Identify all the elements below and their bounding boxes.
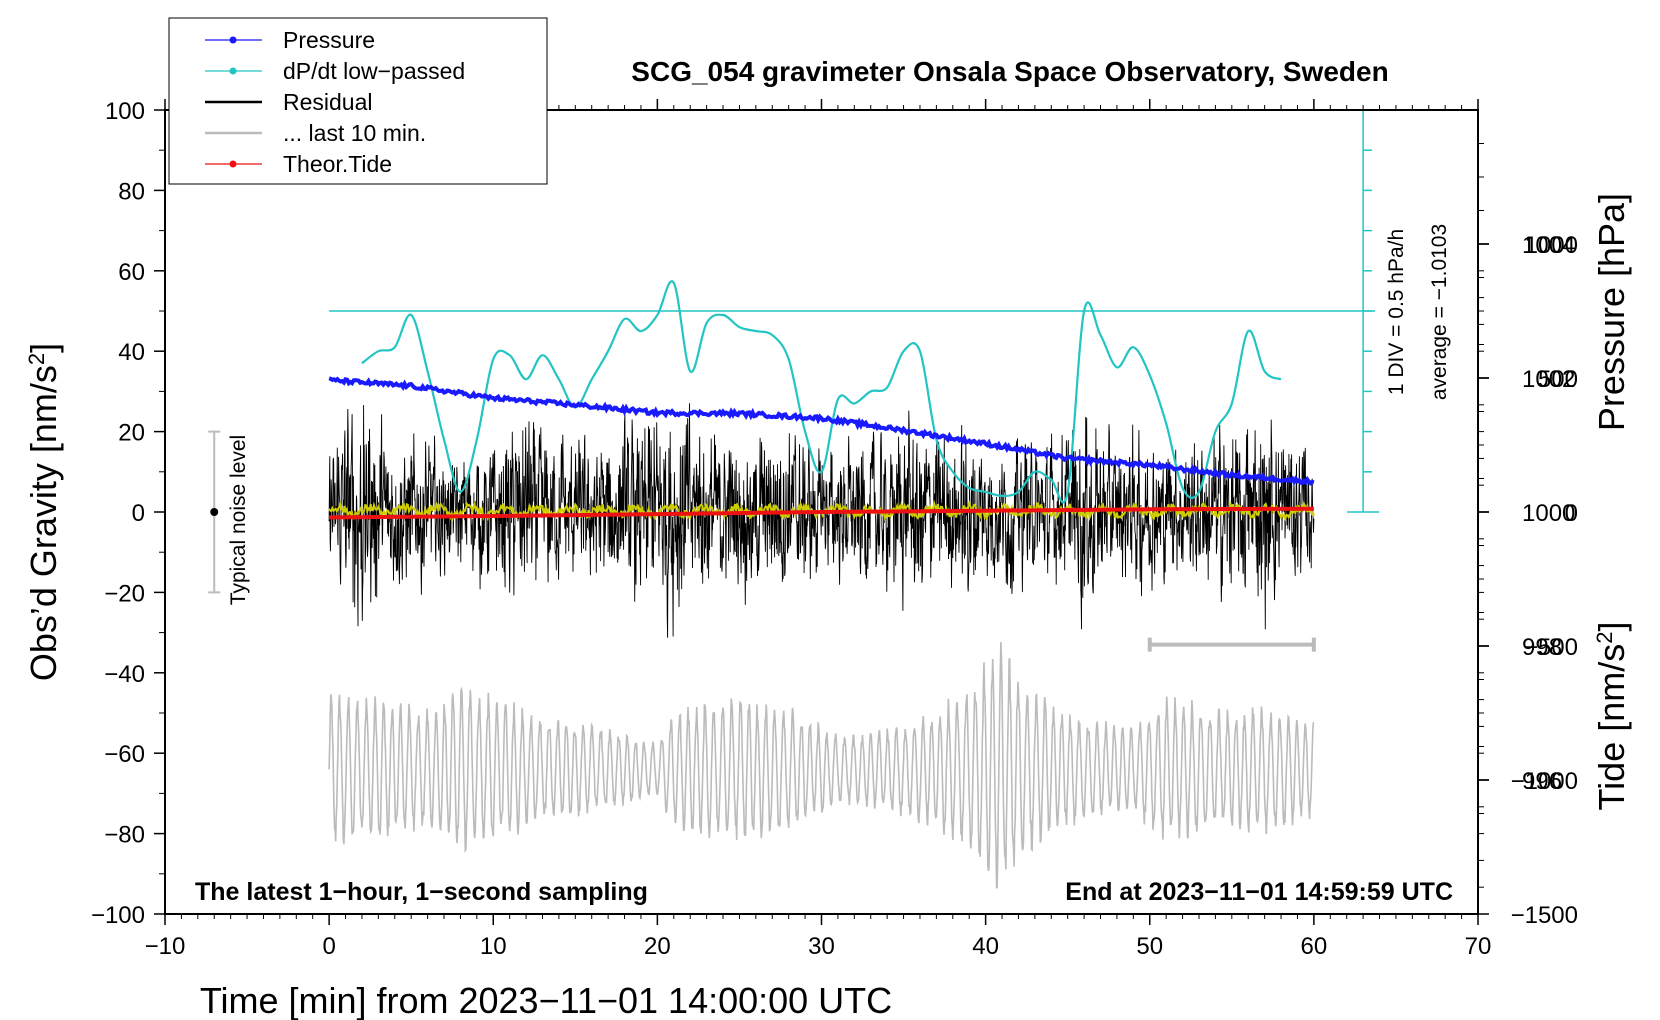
dpdt-series: [361, 280, 1282, 504]
x-tick-label: 60: [1301, 933, 1328, 960]
gravity-tick-label: −80: [104, 822, 145, 849]
legend-item: Theor.Tide: [205, 151, 392, 177]
x-tick-label: 50: [1136, 933, 1163, 960]
pressure-tick-label: 998: [1522, 634, 1562, 661]
legend-label: Theor.Tide: [283, 151, 392, 177]
noise-bar-center-dot: [210, 508, 219, 516]
pressure-tick-label: 1004: [1522, 232, 1575, 259]
tide-axis-label: Tide [nm/s2]: [1591, 622, 1632, 811]
annotation-latest-hour: The latest 1−hour, 1−second sampling: [195, 878, 648, 906]
x-tick-label: 20: [644, 933, 671, 960]
x-tick-label: 10: [480, 933, 507, 960]
legend-item: ... last 10 min.: [205, 120, 426, 146]
tide-tick-label: 500: [1538, 366, 1578, 393]
gravity-tick-label: 80: [118, 178, 145, 205]
gravity-tick-label: −100: [91, 902, 145, 929]
tide-tick-label: −1000: [1511, 768, 1578, 795]
noise-level-label: Typical noise level: [227, 435, 250, 605]
legend-swatch-marker: [229, 160, 237, 168]
pressure-tick-label: 996: [1522, 768, 1562, 795]
axes-layer: −10 0 10 20 30 40 50 60 70−100−80−60−40−20020406…: [91, 98, 1578, 960]
annotation-end-time: End at 2023−11−01 14:59:59 UTC: [1065, 878, 1453, 906]
gravity-tick-label: −20: [104, 580, 145, 607]
chart-title: SCG_054 gravimeter Onsala Space Observat…: [631, 56, 1388, 87]
pressure-tick-label: 1002: [1522, 366, 1575, 393]
legend-label: ... last 10 min.: [283, 120, 426, 146]
pressure-series: [328, 376, 1315, 486]
gravity-tick-label: 20: [118, 420, 145, 447]
overlay-layer: [208, 109, 1380, 652]
tide-tick-label: 0: [1565, 500, 1578, 527]
residual-series: [328, 403, 1315, 638]
tide-tick-label: −1500: [1511, 902, 1578, 929]
gravity-tick-label: −40: [104, 661, 145, 688]
legend-item: dP/dt low−passed: [205, 58, 465, 84]
pressure-tick-label: 1000: [1522, 500, 1575, 527]
gravity-tick-label: 40: [118, 339, 145, 366]
x-tick-label: 30: [808, 933, 835, 960]
legend-swatch-marker: [229, 36, 237, 44]
theoretical-tide-series: [329, 506, 1314, 520]
dpdt-division-label: 1 DIV = 0.5 hPa/h: [1385, 229, 1408, 395]
legend-label: Pressure: [283, 27, 375, 53]
gravity-tick-label: 100: [105, 98, 145, 125]
series-layer: [328, 280, 1315, 889]
legend-item: Pressure: [205, 27, 375, 53]
gravity-tick-label: −60: [104, 741, 145, 768]
x-axis-label: Time [min] from 2023−11−01 14:00:00 UTC: [200, 980, 892, 1020]
legend: Pressure dP/dt low−passed Residual ... last…: [168, 17, 548, 185]
gravity-tick-label: 0: [132, 500, 145, 527]
last-10-min-series: [328, 641, 1315, 889]
gravity-tick-label: 60: [118, 259, 145, 286]
legend-label: dP/dt low−passed: [283, 58, 465, 84]
tide-tick-label: 1000: [1525, 232, 1578, 259]
dpdt-average-label: average = −1.0103: [1428, 224, 1451, 400]
left-axis-label: Obs’d Gravity [nm/s2]: [23, 343, 64, 681]
x-tick-label: −10: [145, 933, 186, 960]
x-tick-label: 0: [322, 933, 335, 960]
x-tick-label: 40: [972, 933, 999, 960]
pressure-axis-label: Pressure [hPa]: [1591, 193, 1632, 431]
legend-swatch-marker: [229, 67, 237, 75]
x-tick-label: 70: [1465, 933, 1492, 960]
tide-tick-label: −500: [1524, 634, 1578, 661]
legend-label: Residual: [283, 89, 373, 115]
legend-item: Residual: [205, 89, 373, 115]
